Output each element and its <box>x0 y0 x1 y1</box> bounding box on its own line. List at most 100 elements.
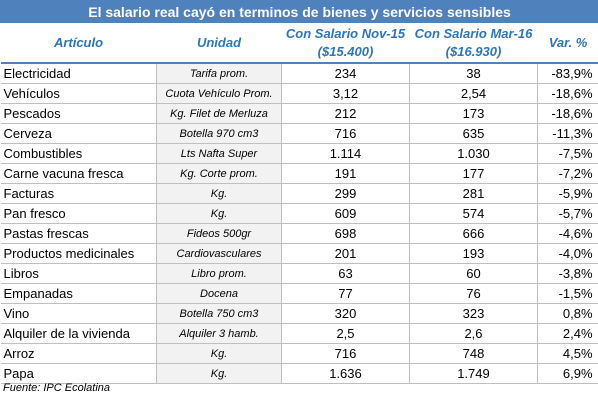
cell-unidad: Docena <box>156 283 282 304</box>
cell-unidad: Kg. <box>156 203 282 224</box>
cell-mar: 574 <box>409 203 538 224</box>
table-body: Electricidad Tarifa prom. 234 38 -83,9% Vehíc… <box>0 63 598 384</box>
header-nov-line1: Con Salario Nov-15 <box>285 25 406 41</box>
table-row: Productos medicinales Cardiovasculares 201… <box>0 243 598 264</box>
header-unidad: Unidad <box>156 22 282 64</box>
cell-articulo: Vehículos <box>0 83 157 104</box>
cell-articulo: Productos medicinales <box>0 243 157 264</box>
table-row: Facturas Kg. 299 281 -5,9% <box>0 183 598 204</box>
header-row: Artículo Unidad Con Salario Nov-15 ($15.… <box>0 22 598 64</box>
cell-mar: 323 <box>409 303 538 324</box>
cell-articulo: Facturas <box>0 183 157 204</box>
table-row: Vino Botella 750 cm3 320 323 0,8% <box>0 303 598 324</box>
cell-var: -5,9% <box>537 183 598 204</box>
header-mar-line2: ($16.930) <box>445 43 502 59</box>
cell-nov: 201 <box>281 243 410 264</box>
table-row: Libros Libro prom. 63 60 -3,8% <box>0 263 598 284</box>
cell-unidad: Kg. <box>156 363 282 384</box>
cell-articulo: Electricidad <box>0 63 157 84</box>
table-row: Papa Kg. 1.636 1.749 6,9% <box>0 363 598 384</box>
cell-mar: 666 <box>409 223 538 244</box>
cell-unidad: Botella 970 cm3 <box>156 123 282 144</box>
cell-unidad: Fideos 500gr <box>156 223 282 244</box>
cell-unidad: Botella 750 cm3 <box>156 303 282 324</box>
table-row: Alquiler de la vivienda Alquiler 3 hamb. 2… <box>0 323 598 344</box>
header-mar-line1: Con Salario Mar-16 <box>414 25 533 41</box>
table-row: Empanadas Docena 77 76 -1,5% <box>0 283 598 304</box>
cell-unidad: Kg. Filet de Merluza <box>156 103 282 124</box>
cell-mar: 60 <box>409 263 538 284</box>
cell-var: 6,9% <box>537 363 598 384</box>
cell-var: -7,5% <box>537 143 598 164</box>
footnote: Fuente: IPC Ecolatina <box>3 382 111 394</box>
header-var: Var. % <box>537 22 598 64</box>
table-title: El salario real cayó en terminos de bien… <box>0 0 598 23</box>
cell-articulo: Carne vacuna fresca <box>0 163 157 184</box>
table-row: Cerveza Botella 970 cm3 716 635 -11,3% <box>0 123 598 144</box>
cell-mar: 1.030 <box>409 143 538 164</box>
table-row: Electricidad Tarifa prom. 234 38 -83,9% <box>0 63 598 84</box>
cell-var: -83,9% <box>537 63 598 84</box>
cell-articulo: Cerveza <box>0 123 157 144</box>
cell-unidad: Kg. <box>156 183 282 204</box>
cell-articulo: Alquiler de la vivienda <box>0 323 157 344</box>
header-mar: Con Salario Mar-16 ($16.930) <box>409 22 538 64</box>
title-row: El salario real cayó en terminos de bien… <box>0 0 598 23</box>
cell-nov: 234 <box>281 63 410 84</box>
cell-unidad: Kg. <box>156 343 282 364</box>
header-articulo: Artículo <box>0 22 157 64</box>
cell-mar: 76 <box>409 283 538 304</box>
cell-articulo: Combustibles <box>0 143 157 164</box>
cell-nov: 320 <box>281 303 410 324</box>
cell-articulo: Libros <box>0 263 157 284</box>
cell-articulo: Arroz <box>0 343 157 364</box>
cell-mar: 38 <box>409 63 538 84</box>
cell-var: -11,3% <box>537 123 598 144</box>
cell-mar: 173 <box>409 103 538 124</box>
cell-nov: 609 <box>281 203 410 224</box>
cell-articulo: Vino <box>0 303 157 324</box>
header-nov-line2: ($15.400) <box>317 43 374 59</box>
header-nov: Con Salario Nov-15 ($15.400) <box>281 22 410 64</box>
cell-var: -4,6% <box>537 223 598 244</box>
cell-mar: 1.749 <box>409 363 538 384</box>
cell-unidad: Cardiovasculares <box>156 243 282 264</box>
table-row: Combustibles Lts Nafta Super 1.114 1.030 -7,… <box>0 143 598 164</box>
cell-unidad: Tarifa prom. <box>156 63 282 84</box>
cell-nov: 1.636 <box>281 363 410 384</box>
table-row: Arroz Kg. 716 748 4,5% <box>0 343 598 364</box>
table-row: Pastas frescas Fideos 500gr 698 666 -4,6% <box>0 223 598 244</box>
cell-unidad: Cuota Vehículo Prom. <box>156 83 282 104</box>
cell-nov: 63 <box>281 263 410 284</box>
cell-mar: 2,6 <box>409 323 538 344</box>
cell-mar: 281 <box>409 183 538 204</box>
cell-mar: 193 <box>409 243 538 264</box>
cell-var: -7,2% <box>537 163 598 184</box>
cell-nov: 212 <box>281 103 410 124</box>
cell-var: -4,0% <box>537 243 598 264</box>
cell-mar: 748 <box>409 343 538 364</box>
cell-nov: 299 <box>281 183 410 204</box>
cell-nov: 698 <box>281 223 410 244</box>
cell-articulo: Pan fresco <box>0 203 157 224</box>
cell-mar: 2,54 <box>409 83 538 104</box>
cell-var: -5,7% <box>537 203 598 224</box>
cell-nov: 1.114 <box>281 143 410 164</box>
cell-mar: 635 <box>409 123 538 144</box>
cell-articulo: Papa <box>0 363 157 384</box>
cell-nov: 77 <box>281 283 410 304</box>
cell-nov: 3,12 <box>281 83 410 104</box>
cell-var: -18,6% <box>537 103 598 124</box>
table-row: Vehículos Cuota Vehículo Prom. 3,12 2,54 -18… <box>0 83 598 104</box>
cell-nov: 716 <box>281 343 410 364</box>
cell-var: 0,8% <box>537 303 598 324</box>
cell-articulo: Empanadas <box>0 283 157 304</box>
cell-nov: 716 <box>281 123 410 144</box>
cell-articulo: Pescados <box>0 103 157 124</box>
cell-var: 4,5% <box>537 343 598 364</box>
cell-unidad: Lts Nafta Super <box>156 143 282 164</box>
cell-unidad: Kg. Corte prom. <box>156 163 282 184</box>
cell-mar: 177 <box>409 163 538 184</box>
salary-table: El salario real cayó en terminos de bien… <box>0 0 598 384</box>
